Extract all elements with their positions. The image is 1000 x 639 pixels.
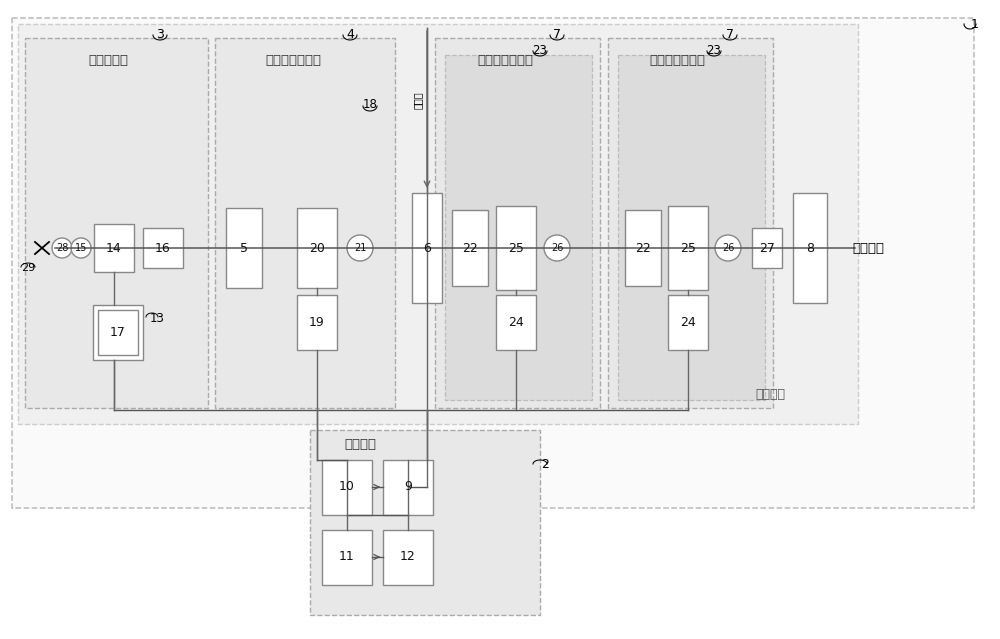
Bar — [496, 206, 536, 290]
Text: 25: 25 — [508, 242, 524, 254]
Bar — [608, 38, 773, 408]
Text: 激光输出: 激光输出 — [852, 242, 884, 254]
Text: 24: 24 — [508, 316, 524, 328]
Text: 宽带种子源: 宽带种子源 — [88, 54, 128, 66]
Text: 2: 2 — [541, 459, 549, 472]
Text: 光路模组: 光路模组 — [755, 389, 785, 401]
Text: 22: 22 — [462, 242, 478, 254]
Bar — [25, 38, 208, 408]
Text: 16: 16 — [155, 242, 171, 254]
Circle shape — [715, 235, 741, 261]
Text: 26: 26 — [551, 243, 563, 253]
Text: 20: 20 — [309, 242, 325, 254]
Text: 第二光纤放大器: 第二光纤放大器 — [649, 54, 705, 66]
Bar — [452, 210, 488, 286]
Text: 9: 9 — [404, 481, 412, 493]
Text: 电脉冲: 电脉冲 — [413, 91, 423, 109]
Bar — [496, 295, 536, 350]
Text: 14: 14 — [106, 242, 122, 254]
Text: 23: 23 — [707, 43, 721, 56]
Text: 电路模组: 电路模组 — [344, 438, 376, 450]
Circle shape — [347, 235, 373, 261]
Text: 1: 1 — [971, 19, 979, 31]
Bar — [215, 38, 395, 408]
Text: 5: 5 — [240, 242, 248, 254]
Bar — [412, 193, 442, 303]
Circle shape — [52, 238, 72, 258]
Text: 28: 28 — [56, 243, 68, 253]
Bar — [297, 208, 337, 288]
Text: 15: 15 — [75, 243, 87, 253]
Bar — [625, 210, 661, 286]
Text: 7: 7 — [726, 27, 734, 40]
Bar — [94, 224, 134, 272]
Text: 27: 27 — [759, 242, 775, 254]
Circle shape — [71, 238, 91, 258]
Text: 第二光纤放大器: 第二光纤放大器 — [477, 54, 533, 66]
Text: 19: 19 — [309, 316, 325, 328]
Bar — [668, 295, 708, 350]
Text: 24: 24 — [680, 316, 696, 328]
Bar — [12, 18, 974, 508]
Bar — [98, 310, 138, 355]
Text: 10: 10 — [339, 481, 355, 493]
Text: 11: 11 — [339, 551, 355, 564]
Text: 18: 18 — [363, 98, 377, 111]
Bar — [668, 206, 708, 290]
Text: 13: 13 — [150, 311, 164, 325]
Text: 29: 29 — [21, 263, 35, 273]
Bar — [322, 460, 372, 515]
Text: 23: 23 — [533, 43, 547, 56]
Bar — [618, 55, 765, 400]
Bar — [143, 228, 183, 268]
Text: 8: 8 — [806, 242, 814, 254]
Bar — [18, 24, 858, 424]
Bar — [322, 530, 372, 585]
Text: 7: 7 — [553, 27, 561, 40]
Bar — [93, 305, 143, 360]
Text: 4: 4 — [346, 27, 354, 40]
Text: 6: 6 — [423, 242, 431, 254]
Text: 第一光纤放大器: 第一光纤放大器 — [265, 54, 321, 66]
Bar — [445, 55, 592, 400]
Text: 3: 3 — [156, 27, 164, 40]
Bar — [383, 530, 433, 585]
Bar — [435, 38, 600, 408]
Text: 22: 22 — [635, 242, 651, 254]
Circle shape — [544, 235, 570, 261]
Bar — [226, 208, 262, 288]
Text: 26: 26 — [722, 243, 734, 253]
Bar — [310, 430, 540, 615]
Bar — [383, 460, 433, 515]
Bar — [297, 295, 337, 350]
Bar — [752, 228, 782, 268]
Text: 21: 21 — [354, 243, 366, 253]
Text: 12: 12 — [400, 551, 416, 564]
Bar — [793, 193, 827, 303]
Text: 17: 17 — [110, 325, 126, 339]
Text: 25: 25 — [680, 242, 696, 254]
